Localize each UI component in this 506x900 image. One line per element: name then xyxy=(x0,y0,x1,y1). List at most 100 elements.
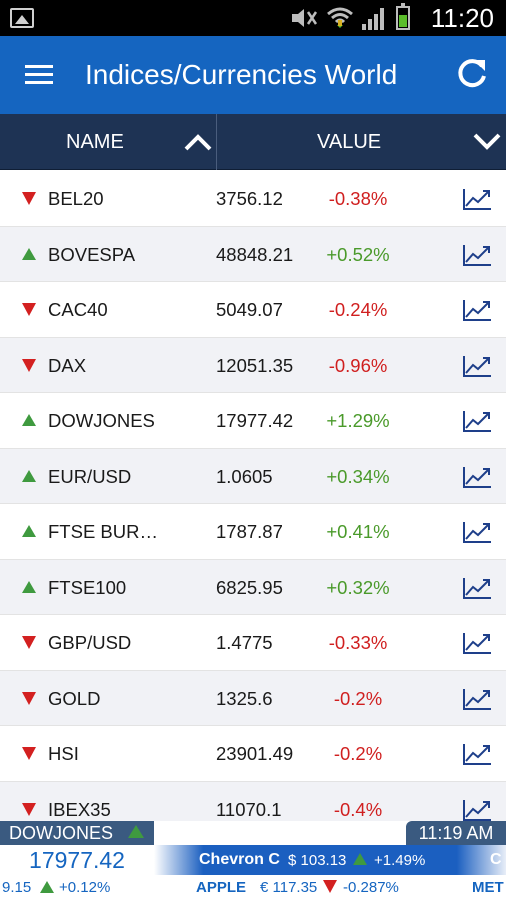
down-arrow-icon xyxy=(22,303,36,316)
list-item[interactable]: DOWJONES 17977.42 +1.29% xyxy=(0,393,506,449)
app-bar: Indices/Currencies World xyxy=(0,36,506,114)
index-change: -0.24% xyxy=(328,299,388,320)
index-name: FTSE100 xyxy=(48,576,127,598)
list-item[interactable]: BOVESPA 48848.21 +0.52% xyxy=(0,226,506,282)
index-value: 1.0605 xyxy=(216,465,273,487)
refresh-icon[interactable] xyxy=(454,56,490,92)
index-name: IBEX35 xyxy=(48,798,111,820)
up-arrow-icon xyxy=(22,247,36,260)
down-arrow-icon xyxy=(22,358,36,372)
band-stock-name: Chevron C xyxy=(199,851,280,868)
status-time: 11:20 xyxy=(430,3,494,33)
chart-icon[interactable] xyxy=(462,798,492,822)
chart-icon[interactable] xyxy=(462,576,492,600)
expand-chevron-icon[interactable] xyxy=(472,132,502,152)
ticker-band[interactable]: Chevron C $ 103.13 +1.49% C xyxy=(154,845,506,875)
index-change: +0.34% xyxy=(326,465,390,487)
chart-icon[interactable] xyxy=(462,354,492,378)
down-arrow-icon xyxy=(22,192,36,205)
index-name: BOVESPA xyxy=(48,243,136,265)
status-icons xyxy=(290,3,410,32)
up-arrow-icon xyxy=(22,525,36,537)
band-up-arrow-icon xyxy=(353,853,367,865)
chart-icon[interactable] xyxy=(462,687,492,711)
index-name: DAX xyxy=(48,354,87,376)
chart-icon[interactable] xyxy=(462,243,492,267)
list-item[interactable]: EUR/USD 1.0605 +0.34% xyxy=(0,448,506,504)
list-item[interactable]: FTSE100 6825.95 +0.32% xyxy=(0,559,506,615)
index-value: 48848.21 xyxy=(216,243,294,265)
ticker-item-change: -0.287% xyxy=(343,879,399,896)
index-value: 23901.49 xyxy=(216,743,294,764)
indices-list[interactable]: BEL20 3756.12 -0.38% BOVESPA 48848.21 +0.52% C… xyxy=(0,171,506,821)
index-value: 12051.35 xyxy=(216,354,294,376)
index-change: +0.41% xyxy=(326,521,390,542)
ticker-index-value: 17977.42 xyxy=(0,845,154,875)
index-name: GBP/USD xyxy=(48,632,132,653)
ticker-up-arrow-icon xyxy=(40,881,54,893)
index-value: 6825.95 xyxy=(216,576,283,598)
signal-icon xyxy=(362,6,388,30)
index-change: -0.96% xyxy=(328,354,388,376)
ticker-item-name: MET xyxy=(472,879,504,896)
index-change: -0.4% xyxy=(333,798,383,820)
ticker-item-value: 9.15 xyxy=(2,879,32,896)
list-item[interactable]: BEL20 3756.12 -0.38% xyxy=(0,171,506,227)
index-name: FTSE BUR… xyxy=(48,521,158,542)
chart-icon[interactable] xyxy=(462,409,492,433)
menu-icon[interactable] xyxy=(25,65,53,85)
list-item[interactable]: DAX 12051.35 -0.96% xyxy=(0,337,506,393)
ticker-item-price: € 117.35 xyxy=(260,879,318,896)
band-next-stock: C xyxy=(490,851,502,868)
ticker-item-change: +0.12% xyxy=(59,879,111,896)
index-name: DOWJONES xyxy=(48,410,155,431)
chart-icon[interactable] xyxy=(462,742,492,766)
chart-icon[interactable] xyxy=(462,187,492,211)
index-change: -0.2% xyxy=(333,687,383,709)
list-item[interactable]: GOLD 1325.6 -0.2% xyxy=(0,670,506,726)
up-arrow-icon xyxy=(22,414,36,426)
list-item[interactable]: GBP/USD 1.4775 -0.33% xyxy=(0,615,506,671)
index-value: 11070.1 xyxy=(216,798,282,820)
index-value: 3756.12 xyxy=(216,188,283,209)
down-arrow-icon xyxy=(22,691,36,705)
band-stock-price: $ 103.13 xyxy=(288,852,347,869)
list-item[interactable]: CAC40 5049.07 -0.24% xyxy=(0,282,506,338)
band-stock-change: +1.49% xyxy=(374,852,426,869)
index-change: +1.29% xyxy=(326,410,390,431)
chart-icon[interactable] xyxy=(462,298,492,322)
ticker-time: 11:19 AM xyxy=(406,821,506,845)
mute-icon xyxy=(292,9,318,27)
index-value: 5049.07 xyxy=(216,299,283,320)
list-item[interactable]: FTSE BUR… 1787.87 +0.41% xyxy=(0,504,506,560)
index-name: GOLD xyxy=(48,687,101,709)
down-arrow-icon xyxy=(22,747,36,760)
index-name: HSI xyxy=(48,743,79,764)
chart-icon[interactable] xyxy=(462,465,492,489)
chart-icon[interactable] xyxy=(462,631,492,655)
wifi-icon xyxy=(327,7,353,28)
index-name: CAC40 xyxy=(48,299,108,320)
ticker-up-arrow-icon xyxy=(128,825,144,838)
index-value: 1325.6 xyxy=(216,687,273,709)
index-value: 1787.87 xyxy=(216,521,283,542)
sort-ascending-icon[interactable] xyxy=(183,132,213,152)
gallery-icon xyxy=(10,8,34,28)
ticker-down-arrow-icon xyxy=(323,880,337,893)
list-item[interactable]: IBEX35 11070.1 -0.4% xyxy=(0,781,506,822)
list-item[interactable]: HSI 23901.49 -0.2% xyxy=(0,726,506,782)
page-title: Indices/Currencies World xyxy=(85,59,398,90)
ticker-bottom-strip[interactable]: 9.15 +0.12% APPLE € 117.35 -0.287% MET xyxy=(0,875,506,900)
index-change: -0.2% xyxy=(333,743,383,764)
down-arrow-icon xyxy=(22,636,36,649)
index-change: +0.52% xyxy=(326,243,390,265)
column-header: NAME VALUE xyxy=(0,114,506,170)
chart-icon[interactable] xyxy=(462,520,492,544)
index-change: -0.33% xyxy=(328,632,388,653)
name-column-header[interactable]: NAME xyxy=(66,131,124,153)
index-value: 1.4775 xyxy=(216,632,273,653)
value-column-header[interactable]: VALUE xyxy=(317,131,382,153)
index-change: +0.32% xyxy=(326,576,390,598)
ticker-item-name: APPLE xyxy=(196,879,247,896)
index-name: BEL20 xyxy=(48,188,104,209)
